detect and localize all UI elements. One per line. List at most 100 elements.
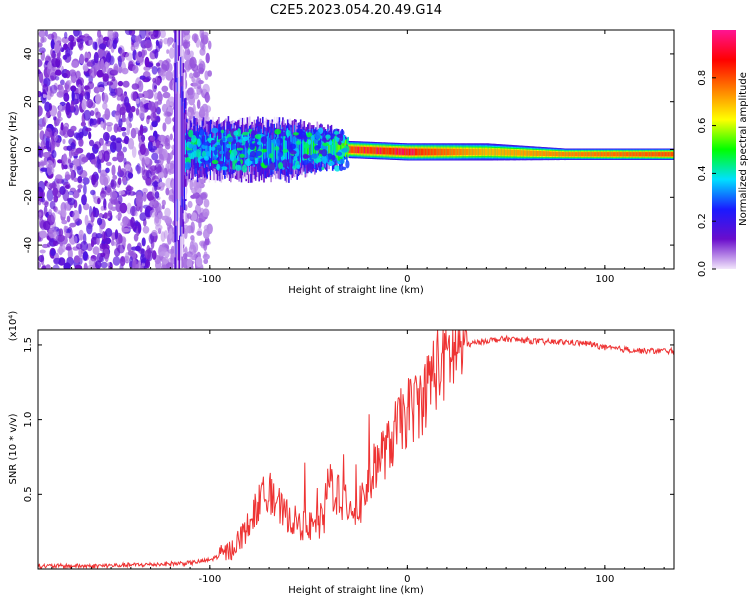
heatmap-cell	[609, 152, 611, 157]
heatmap-cell	[130, 105, 136, 113]
heatmap-cell	[376, 147, 379, 154]
heatmap-cell	[124, 96, 130, 107]
heatmap-cell	[63, 43, 68, 50]
heatmap-cell	[90, 189, 96, 196]
heatmap-cell	[636, 152, 639, 157]
heatmap-cell	[461, 148, 463, 156]
heatmap-cell	[302, 141, 304, 161]
heatmap-cell	[119, 202, 128, 214]
heatmap-cell	[104, 108, 111, 120]
heatmap-cell	[386, 147, 388, 155]
heatmap-cell	[228, 137, 231, 159]
heatmap-cell	[157, 99, 162, 105]
heatmap-cell	[204, 156, 209, 161]
heatmap-cell	[637, 152, 640, 157]
heatmap-cell	[123, 135, 130, 145]
heatmap-cell	[141, 237, 146, 247]
heatmap-cell	[596, 152, 598, 157]
heatmap-cell	[336, 145, 339, 159]
heatmap-cell	[486, 148, 488, 156]
heatmap-cell	[78, 229, 84, 241]
heatmap-cell	[395, 148, 398, 155]
heatmap-cell	[527, 150, 529, 156]
heatmap-cell	[163, 167, 168, 179]
heatmap-cell	[564, 152, 566, 157]
heatmap-cell	[168, 37, 173, 46]
heatmap-cell	[99, 243, 106, 249]
heatmap-cell	[204, 105, 212, 113]
heatmap-cell	[127, 138, 135, 150]
heatmap-cell	[455, 148, 457, 156]
heatmap-cell	[86, 98, 94, 109]
heatmap-cell	[104, 237, 112, 245]
heatmap-cell	[458, 148, 461, 156]
heatmap-cell	[582, 152, 584, 157]
heatmap-cell	[179, 93, 181, 202]
heatmap-cell	[567, 152, 570, 157]
heatmap-cell	[334, 131, 339, 135]
heatmap-cell	[58, 228, 64, 237]
heatmap-cell	[190, 194, 197, 199]
heatmap-cell	[345, 160, 350, 169]
heatmap-cell	[99, 173, 106, 186]
heatmap-cell	[176, 91, 179, 200]
heatmap-cell	[504, 149, 507, 156]
heatmap-cell	[589, 152, 591, 157]
heatmap-cell	[107, 262, 111, 267]
heatmap-cell	[186, 258, 193, 269]
heatmap-cell	[165, 216, 173, 226]
heatmap-cell	[86, 223, 93, 235]
heatmap-cell	[340, 134, 344, 142]
heatmap-cell	[203, 251, 208, 258]
heatmap-cell	[631, 152, 634, 157]
heatmap-cell	[170, 163, 175, 170]
heatmap-cell	[202, 31, 209, 38]
heatmap-cell	[73, 177, 79, 182]
heatmap-cell	[508, 149, 511, 156]
heatmap-cell	[62, 54, 68, 60]
heatmap-cell	[385, 147, 387, 155]
heatmap-cell	[121, 131, 127, 137]
heatmap-cell	[114, 229, 119, 240]
heatmap-cell	[185, 133, 187, 173]
heatmap-cell	[638, 152, 641, 157]
heatmap-cell	[561, 152, 564, 157]
heatmap-cell	[205, 52, 210, 64]
heatmap-cell	[519, 150, 521, 156]
y-tick-label: 1.0	[23, 412, 34, 428]
heatmap-cell	[439, 148, 442, 156]
heatmap-cell	[72, 210, 80, 222]
heatmap-cell	[86, 61, 93, 67]
heatmap-cell	[597, 152, 599, 157]
heatmap-cell	[77, 184, 83, 189]
heatmap-cell	[497, 149, 500, 156]
heatmap-cell	[165, 70, 174, 81]
heatmap-cell	[438, 148, 441, 156]
y-tick-label: 20	[23, 95, 34, 108]
heatmap-cell	[70, 39, 74, 51]
heatmap-cell	[307, 139, 312, 145]
heatmap-cell	[111, 76, 116, 82]
heatmap-cell	[135, 98, 140, 104]
heatmap-cell	[444, 148, 447, 156]
heatmap-cell	[92, 246, 100, 255]
heatmap-cell	[267, 136, 270, 158]
heatmap-cell	[57, 110, 62, 119]
heatmap-cell	[450, 148, 452, 156]
heatmap-cell	[407, 148, 410, 156]
heatmap-cell	[183, 30, 190, 36]
heatmap-cell	[502, 149, 505, 156]
heatmap-cell	[669, 152, 672, 157]
heatmap-cell	[660, 152, 662, 157]
heatmap-cell	[381, 147, 384, 155]
heatmap-cell	[144, 56, 150, 68]
heatmap-cell	[38, 70, 42, 75]
heatmap-cell	[375, 147, 378, 154]
heatmap-cell	[640, 152, 642, 157]
heatmap-cell	[304, 141, 307, 160]
heatmap-cell	[646, 152, 648, 157]
heatmap-cell	[432, 148, 435, 156]
heatmap-cell	[103, 36, 110, 41]
heatmap-cell	[49, 200, 56, 210]
heatmap-cell	[38, 211, 42, 218]
